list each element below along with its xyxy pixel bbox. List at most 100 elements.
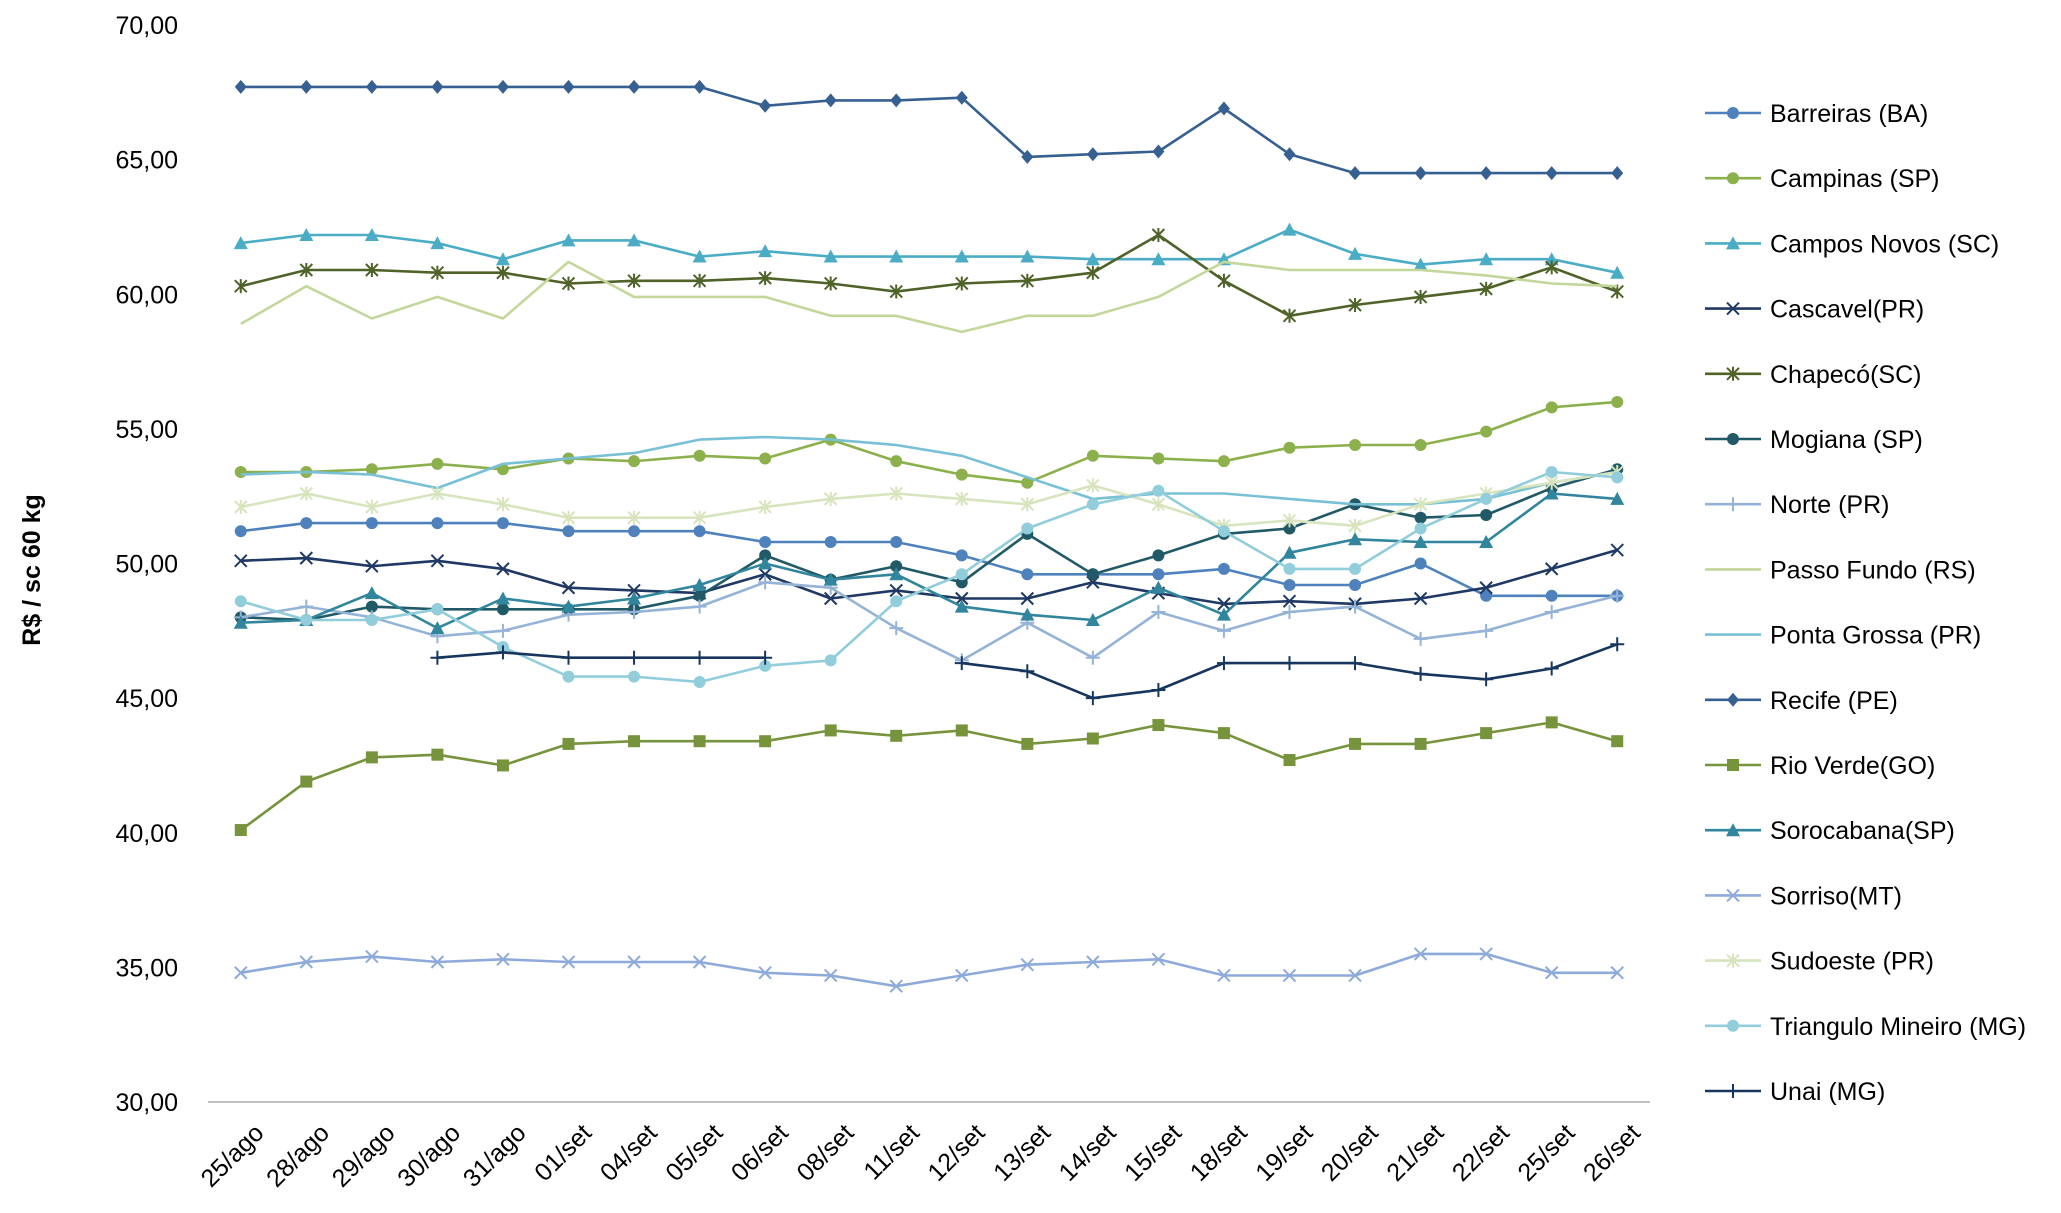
legend-label: Chapecó(SC) (1770, 361, 1921, 389)
legend-entry: Triangulo Mineiro (MG) (1705, 1013, 2026, 1041)
x-tick-label: 21/set (1381, 1119, 1449, 1187)
data-point (1216, 623, 1231, 638)
series-line (240, 228, 1618, 274)
data-point (628, 670, 641, 683)
data-point (824, 535, 837, 548)
data-point (430, 955, 445, 969)
data-point (496, 497, 510, 512)
data-point (496, 603, 509, 616)
y-tick-label: 45,00 (115, 685, 178, 713)
data-point (693, 449, 706, 462)
x-tick-label: 01/set (529, 1119, 597, 1187)
data-point (1610, 588, 1625, 603)
data-point (1283, 147, 1296, 162)
legend-label: Ponta Grossa (PR) (1770, 622, 1981, 650)
legend-entry: Sorocabana(SP) (1705, 817, 1955, 845)
data-point (824, 654, 837, 667)
data-point (1413, 257, 1428, 271)
legend-entry: Recife (PE) (1705, 687, 1898, 715)
data-point (1217, 562, 1230, 575)
data-point (1545, 401, 1558, 414)
x-tick-label: 18/set (1185, 1119, 1253, 1187)
data-point (1349, 737, 1362, 750)
legend-label: Mogiana (SP) (1770, 426, 1923, 454)
data-point (627, 650, 642, 665)
data-point (692, 510, 707, 525)
data-point (234, 79, 247, 94)
data-point (364, 228, 379, 242)
data-point (628, 525, 641, 538)
data-point (430, 265, 445, 280)
data-point (692, 955, 707, 969)
data-point (1413, 497, 1428, 512)
series-line (240, 492, 1618, 630)
data-point (1020, 249, 1035, 263)
legend-entry: Barreiras (BA) (1705, 100, 1928, 128)
series-sorriso-mt (234, 947, 1624, 993)
x-tick-label: 26/set (1578, 1119, 1646, 1187)
data-point (628, 735, 641, 748)
data-point (1152, 719, 1165, 732)
data-point (889, 567, 904, 581)
data-point (365, 949, 379, 964)
data-point (561, 581, 576, 595)
legend-marker (1727, 433, 1739, 445)
data-point (759, 535, 772, 548)
series-triangulo-mineiro-mg (234, 465, 1624, 688)
data-point (299, 955, 314, 969)
data-point (1282, 222, 1297, 236)
y-axis-ticks: 30,00 35,00 40,00 45,00 50,00 55,00 60,00 65,00… (115, 12, 178, 1117)
data-point (889, 249, 904, 263)
data-point (1349, 562, 1362, 575)
data-point (561, 510, 576, 525)
data-point (890, 595, 903, 608)
x-tick-label: 28/ago (261, 1119, 335, 1193)
data-point (1611, 471, 1624, 484)
data-point (561, 650, 576, 665)
data-point (693, 525, 706, 538)
data-point (758, 650, 773, 665)
data-point (299, 599, 314, 614)
y-tick-label: 55,00 (115, 416, 178, 444)
data-point (1479, 672, 1494, 687)
data-point (824, 93, 837, 108)
series-line (240, 470, 1618, 528)
data-point (1152, 484, 1165, 497)
data-point (431, 603, 444, 616)
legend-marker (1726, 497, 1740, 512)
data-point (1152, 549, 1165, 562)
data-point (1610, 265, 1625, 279)
data-point (431, 457, 444, 470)
data-point (1544, 252, 1559, 266)
legend-marker (1726, 953, 1740, 968)
legend: Barreiras (BA) Campinas (SP) Campos Novos … (1705, 100, 2026, 1106)
legend-entry: Sudoeste (PR) (1705, 948, 1934, 976)
data-point (627, 273, 641, 288)
legend-label: Unai (MG) (1770, 1078, 1885, 1106)
data-point (1413, 631, 1428, 646)
data-point (562, 79, 575, 94)
legend-label: Campinas (SP) (1770, 165, 1940, 193)
legend-entry: Norte (PR) (1705, 491, 1889, 519)
data-point (1349, 439, 1362, 452)
data-point (1217, 727, 1230, 740)
data-point (1545, 716, 1558, 729)
data-point (562, 737, 575, 750)
legend-entry: Chapecó(SC) (1705, 361, 1921, 389)
data-point (1086, 732, 1099, 745)
data-point (758, 575, 773, 590)
data-point (1086, 498, 1099, 511)
data-point (431, 79, 444, 94)
data-point (561, 276, 576, 291)
x-tick-label: 04/set (595, 1119, 663, 1187)
series-line (240, 581, 1618, 662)
data-point (1151, 580, 1166, 594)
data-point (495, 623, 510, 638)
data-point (758, 244, 773, 258)
x-tick-label: 05/set (660, 1119, 728, 1187)
x-axis-ticks: 25/ago28/ago29/ago30/ago31/ago01/set04/s… (196, 1119, 1646, 1193)
data-point (1151, 683, 1166, 698)
data-point (692, 273, 707, 288)
legend-entry: Rio Verde(GO) (1705, 752, 1935, 780)
